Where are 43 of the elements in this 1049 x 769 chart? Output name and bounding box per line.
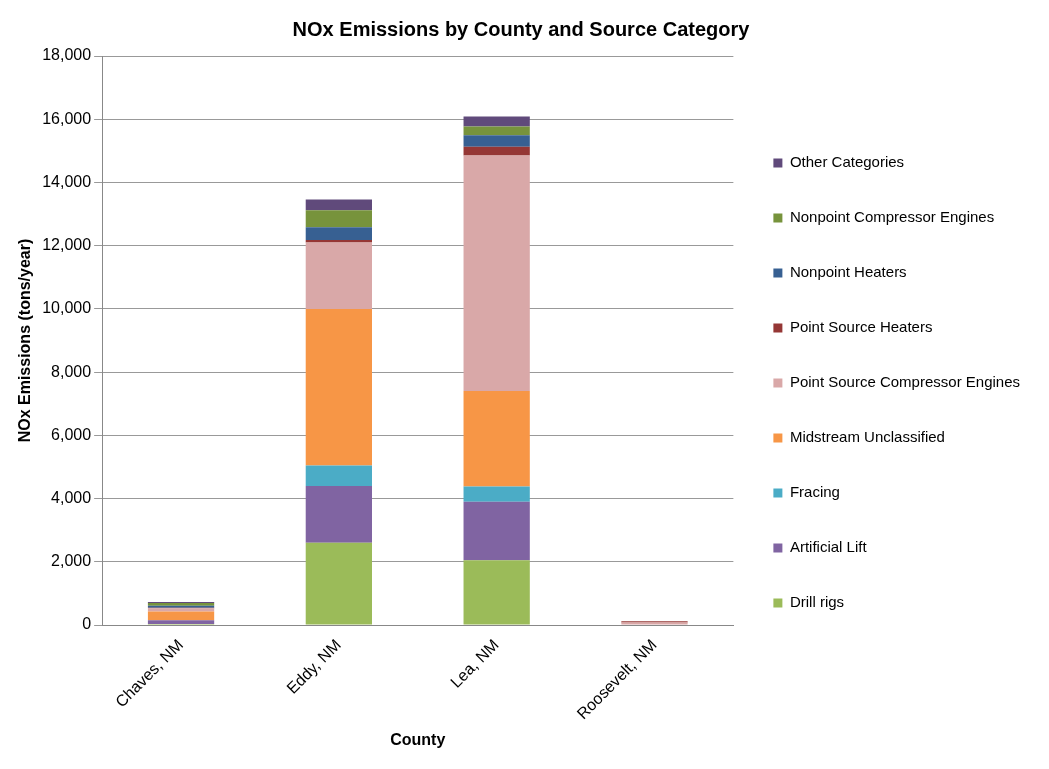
bar bbox=[463, 155, 530, 392]
bar bbox=[305, 485, 372, 543]
y-tick-label: 16,000 bbox=[42, 109, 92, 127]
bar bbox=[463, 501, 530, 561]
y-axis-title: NOx Emissions (tons/year) bbox=[16, 238, 34, 443]
y-tick-label: 2,000 bbox=[51, 552, 92, 570]
x-axis-title: County bbox=[390, 730, 446, 748]
bar bbox=[305, 227, 372, 240]
legend-label: Nonpoint Heaters bbox=[789, 263, 907, 281]
y-tick-label: 6,000 bbox=[51, 425, 92, 443]
x-tick-label: Lea, NM bbox=[447, 636, 502, 691]
bar bbox=[463, 560, 530, 625]
legend-label: Other Categories bbox=[789, 153, 905, 171]
bar bbox=[305, 199, 372, 211]
bar bbox=[463, 126, 530, 136]
legend-label: Point Source Heaters bbox=[789, 318, 933, 336]
y-tick-label: 10,000 bbox=[42, 299, 92, 317]
bar bbox=[305, 242, 372, 309]
legend-label: Fracing bbox=[789, 483, 840, 501]
legend-label: Nonpoint Compressor Engines bbox=[789, 208, 995, 226]
bar bbox=[463, 391, 530, 487]
bar bbox=[305, 239, 372, 243]
bar bbox=[147, 620, 215, 625]
y-tick-label: 8,000 bbox=[51, 362, 92, 380]
legend-label: Midstream Unclassified bbox=[789, 428, 945, 446]
bar bbox=[463, 146, 530, 156]
y-tick-label: 18,000 bbox=[42, 46, 92, 64]
legend-label: Artificial Lift bbox=[789, 538, 868, 556]
legend-label: Point Source Compressor Engines bbox=[789, 373, 1021, 391]
y-tick-label: 12,000 bbox=[42, 236, 92, 254]
bar bbox=[147, 611, 215, 621]
y-tick-label: 0 bbox=[82, 615, 92, 633]
chart-title: NOx Emissions by County and Source Category bbox=[292, 17, 751, 40]
bar bbox=[463, 135, 530, 147]
y-tick-label: 4,000 bbox=[51, 488, 92, 506]
y-tick-label: 14,000 bbox=[42, 172, 92, 190]
legend-label: Drill rigs bbox=[789, 593, 845, 611]
bar bbox=[463, 116, 530, 127]
bar bbox=[305, 542, 372, 625]
bar bbox=[463, 486, 530, 502]
bar bbox=[305, 465, 372, 486]
bar bbox=[305, 210, 372, 228]
bar bbox=[305, 308, 372, 466]
